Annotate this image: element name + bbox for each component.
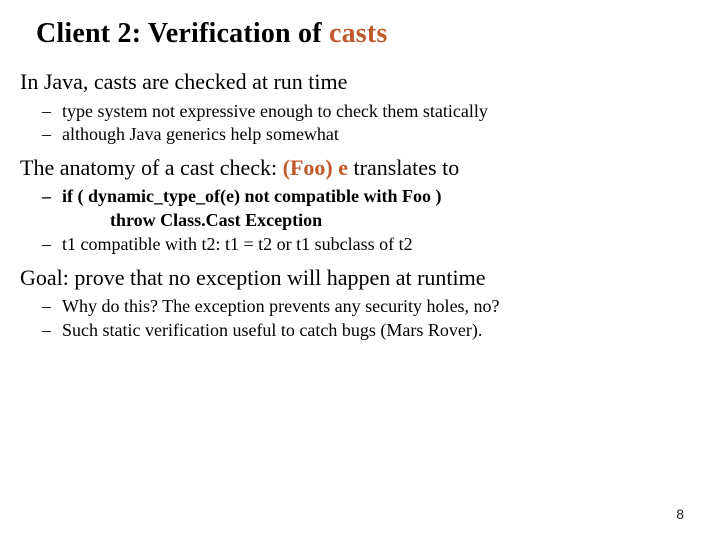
bullet-item: Such static verification useful to catch… <box>48 319 700 342</box>
bullet-item: Why do this? The exception prevents any … <box>48 295 700 318</box>
bullet-sub-item: throw Class.Cast Exception <box>64 209 700 232</box>
inline-code-foo: (Foo) e <box>283 155 348 180</box>
body-line-2: The anatomy of a cast check: (Foo) e tra… <box>20 154 700 182</box>
title-text-accent: casts <box>329 18 388 49</box>
bullet-item: t1 compatible with t2: t1 = t2 or t1 sub… <box>48 233 700 256</box>
body-line-2a: The anatomy of a cast check: <box>20 155 283 180</box>
body-line-1: In Java, casts are checked at run time <box>20 68 700 96</box>
title-text-main: Client 2: Verification of <box>36 18 329 49</box>
page-number: 8 <box>676 506 684 522</box>
bullet-group-2: if ( dynamic_type_of(e) not compatible w… <box>20 185 700 208</box>
body-line-3: Goal: prove that no exception will happe… <box>20 264 700 292</box>
bullet-item-bold: if ( dynamic_type_of(e) not compatible w… <box>48 185 700 208</box>
bullet-group-2b: t1 compatible with t2: t1 = t2 or t1 sub… <box>20 233 700 256</box>
bullet-item: although Java generics help somewhat <box>48 123 700 146</box>
slide-title: Client 2: Verification of casts <box>20 18 700 50</box>
body-line-2b: translates to <box>348 155 459 180</box>
bullet-group-3: Why do this? The exception prevents any … <box>20 295 700 341</box>
slide: Client 2: Verification of casts In Java,… <box>0 0 720 540</box>
bullet-item: type system not expressive enough to che… <box>48 100 700 123</box>
bullet-group-1: type system not expressive enough to che… <box>20 100 700 146</box>
